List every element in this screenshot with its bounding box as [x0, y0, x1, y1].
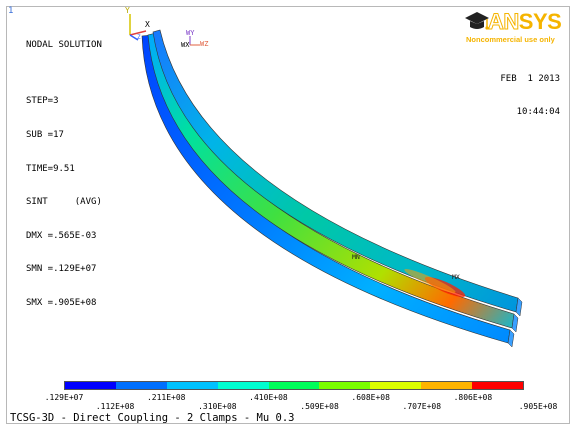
graduation-cap-icon: [465, 12, 489, 30]
legend-swatch: [268, 382, 320, 389]
info-line: SUB =17: [26, 130, 64, 141]
contour-legend-bar: [64, 381, 524, 390]
timestamp: FEB 1 2013 10:44:04: [500, 52, 560, 140]
window-number: 1: [8, 6, 14, 16]
legend-tick-label: .509E+08: [300, 402, 339, 411]
legend-swatch: [217, 382, 269, 389]
date-text: FEB 1 2013: [500, 74, 560, 84]
wp-z-label: WZ: [200, 40, 209, 48]
high-stress-region: [404, 269, 456, 293]
max-marker: MX: [452, 273, 460, 281]
legend-swatch: [166, 382, 218, 389]
info-line: DMX =.565E-03: [26, 230, 97, 241]
info-line: NODAL SOLUTION: [26, 40, 102, 51]
legend-swatch: [421, 382, 473, 389]
info-line: STEP=3: [26, 96, 59, 107]
ansys-logo: ANSYS Noncommercial use only: [464, 9, 576, 44]
legend-tick-label: .410E+08: [249, 393, 288, 402]
legend-tick-label: .806E+08: [453, 393, 493, 402]
legend-tick-label: .608E+08: [351, 393, 390, 402]
wp-x-label: WX: [181, 41, 190, 49]
legend-tick-label: .211E+08: [146, 393, 186, 402]
legend-swatch: [319, 382, 371, 389]
legend-tick-label: .905E+08: [518, 402, 558, 411]
coordinate-triad: [129, 14, 147, 41]
solution-info: NODAL SOLUTION STEP=3 SUB =17 TIME=9.51 …: [26, 18, 102, 332]
legend-tick-label: .129E+07: [44, 393, 84, 402]
time-text: 10:44:04: [516, 107, 560, 117]
legend-tick-label: .707E+08: [402, 402, 442, 411]
axis-z-label: Z: [137, 34, 141, 41]
legend-tick-label: .310E+08: [198, 402, 237, 411]
wp-y-label: WY: [186, 29, 195, 37]
info-line: SMX =.905E+08: [26, 298, 97, 309]
logo-word-sys: SYS: [518, 9, 562, 34]
info-line: TIME=9.51: [26, 163, 75, 174]
axis-y-label: Y: [125, 6, 130, 15]
legend-swatch: [472, 382, 524, 389]
beam-end-cap: [511, 313, 519, 333]
beam-end-cap: [515, 297, 523, 317]
logo-word-an: AN: [488, 9, 520, 35]
info-line: SMN =.129E+07: [26, 264, 97, 275]
legend-swatch: [115, 382, 167, 389]
viewport-frame: [6, 6, 570, 424]
legend-swatch: [65, 382, 116, 389]
info-line: SINT (AVG): [26, 197, 102, 208]
license-notice: Noncommercial use only: [466, 35, 555, 44]
legend-tick-label: .112E+08: [95, 402, 135, 411]
min-marker: MN: [352, 253, 360, 261]
axis-x-label: X: [145, 20, 150, 29]
plot-title: TCSG-3D - Direct Coupling - 2 Clamps - M…: [10, 412, 295, 424]
logo-wordmark: ANSYS: [488, 9, 562, 35]
working-plane-triad: [189, 36, 200, 46]
legend-swatch: [370, 382, 422, 389]
beam-end-cap: [507, 329, 515, 348]
